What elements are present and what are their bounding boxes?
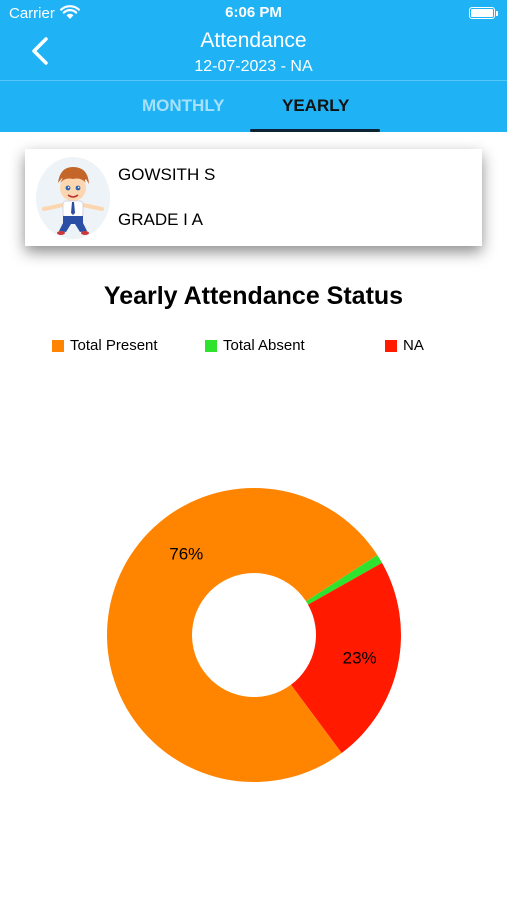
battery-icon xyxy=(469,7,498,19)
legend-item-na: NA xyxy=(385,337,424,354)
slice-na xyxy=(290,562,401,754)
tab-yearly[interactable]: YEARLY xyxy=(282,96,350,115)
page-title: Attendance xyxy=(200,29,307,52)
status-time: 6:06 PM xyxy=(225,4,282,21)
legend-label-present: Total Present xyxy=(70,337,158,354)
slice-present-label: 76% xyxy=(169,545,203,564)
slice-absent xyxy=(305,554,383,605)
attendance-donut-chart: 23% 76% xyxy=(106,487,401,782)
avatar xyxy=(36,157,110,239)
legend-item-absent: Total Absent xyxy=(205,337,305,354)
tab-selected-indicator xyxy=(250,129,380,132)
student-grade: GRADE I A xyxy=(118,210,204,229)
status-bar: Carrier 6:06 PM xyxy=(0,0,507,28)
legend-swatch-na xyxy=(385,339,397,352)
student-name: GOWSITH S xyxy=(118,165,216,184)
legend-swatch-present xyxy=(52,339,64,352)
legend-label-absent: Total Absent xyxy=(223,337,305,354)
back-arrow-icon[interactable] xyxy=(26,34,56,68)
legend-label-na: NA xyxy=(403,337,424,354)
slice-na-label: 23% xyxy=(343,648,377,667)
slice-present xyxy=(106,487,378,782)
tab-monthly[interactable]: MONTHLY xyxy=(142,96,225,115)
chart-title: Yearly Attendance Status xyxy=(103,282,404,310)
carrier-label: Carrier xyxy=(9,5,55,22)
student-card: GOWSITH S GRADE I A xyxy=(25,149,482,246)
page-subtitle: 12-07-2023 - NA xyxy=(194,58,313,75)
legend-swatch-absent xyxy=(205,339,217,352)
divider xyxy=(0,80,507,81)
navigation-bar: Carrier 6:06 PM Attendance 12-07-2023 - … xyxy=(0,0,507,132)
legend-item-present: Total Present xyxy=(52,337,158,354)
wifi-icon xyxy=(60,4,80,24)
